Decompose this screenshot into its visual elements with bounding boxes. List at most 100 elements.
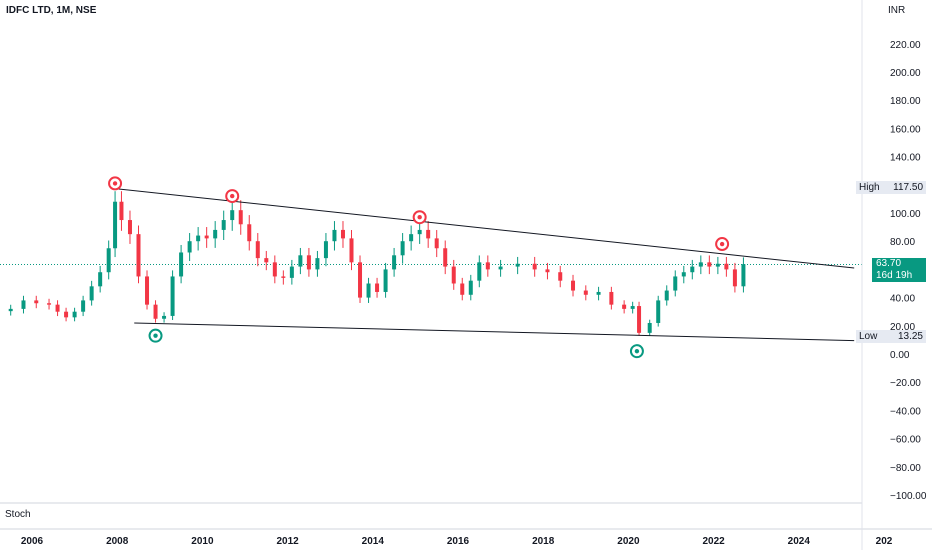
price-tick-label: 200.00 bbox=[890, 68, 921, 79]
candle-body bbox=[724, 263, 729, 270]
candle-body bbox=[213, 229, 218, 239]
trendline-support[interactable] bbox=[134, 322, 855, 342]
candle-body bbox=[306, 255, 311, 270]
candle-body bbox=[366, 283, 371, 298]
candle-body bbox=[545, 269, 550, 273]
candle-body bbox=[532, 263, 537, 270]
swing-high-marker-dot bbox=[417, 215, 422, 220]
time-tick-label: 2016 bbox=[447, 536, 470, 547]
indicator-label[interactable]: Stoch bbox=[5, 509, 31, 520]
last-price-tag: 63.70 16d 19h bbox=[872, 258, 926, 282]
symbol-title[interactable]: IDFC LTD, 1M, NSE bbox=[6, 5, 97, 16]
candle-body bbox=[113, 201, 118, 249]
time-tick-label: 202 bbox=[876, 536, 893, 547]
bar-countdown: 16d 19h bbox=[876, 270, 913, 281]
candle-body bbox=[715, 263, 720, 267]
candle-body bbox=[153, 304, 158, 319]
candle-body bbox=[89, 286, 94, 301]
time-tick-label: 2022 bbox=[702, 536, 725, 547]
candle-body bbox=[136, 234, 141, 277]
candle-body bbox=[358, 262, 363, 298]
candle-body bbox=[460, 283, 465, 295]
candle-body bbox=[417, 229, 422, 235]
candle-body bbox=[332, 229, 337, 242]
swing-high-marker-dot bbox=[719, 241, 725, 247]
candle-body bbox=[383, 269, 388, 292]
low-label: Low bbox=[856, 330, 886, 343]
candle-body bbox=[281, 276, 286, 278]
candle-body bbox=[681, 272, 686, 277]
candle-body bbox=[637, 306, 642, 333]
price-tick-label: 100.00 bbox=[890, 209, 921, 220]
time-axis[interactable]: 2006 2008 2010 2012 2014 2016 2018 2020 2022 2024… bbox=[21, 536, 893, 547]
price-tick-label: 80.00 bbox=[890, 237, 915, 248]
candle-body bbox=[468, 280, 473, 295]
candle-body bbox=[230, 210, 235, 221]
candle-body bbox=[72, 311, 77, 318]
high-label: High bbox=[856, 181, 886, 194]
candle-body bbox=[127, 220, 132, 235]
candle-body bbox=[571, 280, 576, 291]
candle-body bbox=[392, 255, 397, 270]
price-tick-label: 160.00 bbox=[890, 124, 921, 135]
low-value: 13.25 bbox=[886, 330, 926, 343]
candle-body bbox=[255, 241, 260, 259]
candle-body bbox=[630, 306, 635, 309]
price-tick-label: 220.00 bbox=[890, 40, 921, 51]
time-tick-label: 2010 bbox=[191, 536, 214, 547]
candle-body bbox=[498, 266, 503, 270]
time-tick-label: 2006 bbox=[21, 536, 44, 547]
candle-body bbox=[196, 235, 201, 242]
candle-body bbox=[664, 290, 669, 301]
price-tick-label: 180.00 bbox=[890, 96, 921, 107]
candle-body bbox=[622, 304, 627, 309]
candle-body bbox=[349, 238, 354, 263]
candle-body bbox=[179, 252, 184, 277]
candle-body bbox=[247, 224, 252, 242]
time-tick-label: 2018 bbox=[532, 536, 555, 547]
candle-body bbox=[451, 266, 456, 284]
time-tick-label: 2008 bbox=[106, 536, 129, 547]
candle-body bbox=[673, 276, 678, 291]
candle-body bbox=[656, 300, 661, 323]
candle-body bbox=[162, 315, 167, 319]
candle-body bbox=[558, 272, 563, 281]
candle-body bbox=[323, 241, 328, 259]
swing-high-marker-dot bbox=[112, 181, 118, 186]
candle-body bbox=[596, 291, 601, 295]
candle-body bbox=[434, 238, 439, 249]
candle-body bbox=[47, 303, 52, 305]
time-tick-label: 2014 bbox=[362, 536, 385, 547]
candle-body bbox=[204, 235, 209, 239]
candle-body bbox=[340, 229, 345, 239]
candle-body bbox=[485, 262, 490, 270]
high-value: 117.50 bbox=[886, 181, 926, 194]
price-tick-label: 0.00 bbox=[890, 350, 910, 361]
candle-body bbox=[647, 322, 652, 333]
candle-body bbox=[732, 269, 737, 287]
candle-body bbox=[698, 262, 703, 267]
candle-body bbox=[119, 201, 124, 221]
candle-body bbox=[170, 276, 175, 316]
candle-body bbox=[515, 263, 520, 267]
candle-body bbox=[707, 262, 712, 267]
time-tick-label: 2024 bbox=[788, 536, 811, 547]
price-tick-label: −100.00 bbox=[890, 491, 927, 502]
candle-body bbox=[187, 241, 192, 253]
swing-low-marker-dot bbox=[634, 348, 640, 354]
candle-body bbox=[21, 300, 26, 309]
candle-body bbox=[375, 283, 380, 292]
candle-body bbox=[64, 311, 69, 318]
price-tick-label: 140.00 bbox=[890, 153, 921, 164]
candle-body bbox=[477, 262, 482, 281]
price-tick-label: −40.00 bbox=[890, 406, 921, 417]
candle-body bbox=[272, 262, 277, 277]
candle-body bbox=[315, 258, 320, 270]
time-tick-label: 2012 bbox=[276, 536, 299, 547]
candle-body bbox=[690, 266, 695, 273]
candle-body bbox=[741, 264, 746, 287]
candle-body bbox=[34, 300, 39, 304]
candle-body bbox=[409, 234, 414, 242]
candle-body bbox=[145, 276, 150, 305]
